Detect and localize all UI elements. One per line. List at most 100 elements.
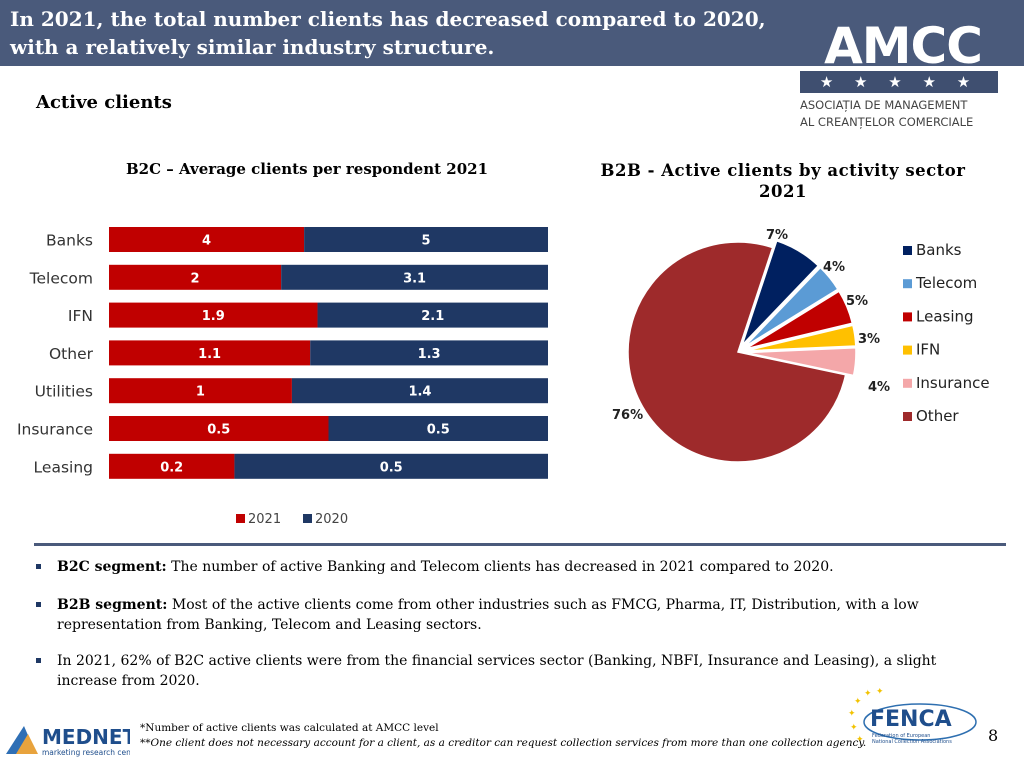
data-label-2020: 3.1 xyxy=(403,271,426,286)
bar-2020 xyxy=(291,378,548,404)
data-label-2020: 2.1 xyxy=(421,309,444,324)
bullet-b2b-text: Most of the active clients come from oth… xyxy=(57,597,919,633)
bar-2021 xyxy=(109,416,329,441)
bar-2021 xyxy=(109,302,318,328)
category-label: Utilities xyxy=(35,383,93,401)
mednet-tagline: marketing research center xyxy=(42,748,130,757)
category-label: Other xyxy=(49,345,94,363)
category-label: IFN xyxy=(68,307,93,325)
legend-swatch-ifn xyxy=(903,345,912,355)
fenca-logo: ✦✦ ✦ ✦ ✦✦ FENCA Federation of European Na… xyxy=(848,688,977,745)
b2c-bar-chart: Banks 4 5 Telecom 2 3.1 IFN 1.9 2.1 Other 1.1 1.3 Ut… xyxy=(17,227,548,527)
b2b-chart-title: B2B - Active clients by activity sector … xyxy=(588,160,978,202)
amcc-subtitle: ASOCIAȚIA DE MANAGEMENT AL CREANȚELOR CO… xyxy=(800,97,1010,131)
footnote-1: *Number of active clients was calculated… xyxy=(140,722,439,734)
data-label-2021: 1.1 xyxy=(198,347,221,362)
bullet-b2c: B2C segment: The number of active Bankin… xyxy=(36,557,996,577)
b2b-chart-title-line1: B2B - Active clients by activity sector xyxy=(600,161,966,180)
pie-slice-leasing xyxy=(744,290,854,350)
svg-text:✦: ✦ xyxy=(854,697,862,707)
pie-label-leasing: 5% xyxy=(846,294,868,309)
bullet-marker xyxy=(36,602,41,607)
svg-text:✦: ✦ xyxy=(856,735,864,745)
bar-2021 xyxy=(109,227,305,252)
bullet-financial-text: In 2021, 62% of B2C active clients were … xyxy=(57,653,937,689)
bullet-b2b-label: B2B segment: xyxy=(57,597,168,613)
bar-2020 xyxy=(317,302,548,328)
legend-label-ifn: IFN xyxy=(916,341,940,359)
pie-label-other: 76% xyxy=(612,408,643,423)
bullet-b2b: B2B segment: Most of the active clients … xyxy=(36,595,996,635)
bullet-marker xyxy=(36,658,41,663)
mednet-mark-accent-icon xyxy=(16,734,38,754)
page-title: In 2021, the total number clients has de… xyxy=(10,7,766,59)
legend-swatch-insurance xyxy=(903,378,912,388)
bullet-b2c-text: The number of active Banking and Telecom… xyxy=(166,559,834,575)
fenca-sub1: Federation of European xyxy=(872,733,930,739)
pie-label-insurance: 4% xyxy=(868,380,890,395)
pie-label-telecom: 4% xyxy=(823,260,845,275)
legend-label-banks: Banks xyxy=(916,241,962,259)
mednet-name: MEDNET xyxy=(42,725,130,749)
data-label-2021: 1 xyxy=(196,385,205,400)
data-label-2020: 0.5 xyxy=(427,423,450,438)
bar-2020 xyxy=(281,264,548,290)
amcc-logo: AMCC xyxy=(824,17,983,75)
bar-2021 xyxy=(109,378,292,404)
bullet-marker xyxy=(36,564,41,569)
b2b-pie-chart: 7% 4% 5% 3% 4% 76% Banks Telecom Leasing IFN Insur… xyxy=(612,228,990,463)
data-label-2021: 1.9 xyxy=(202,309,225,324)
amcc-stars: ★ ★ ★ ★ ★ xyxy=(800,71,998,93)
bullet-financial: In 2021, 62% of B2C active clients were … xyxy=(36,651,996,691)
data-label-2020: 0.5 xyxy=(380,460,403,475)
page-number: 8 xyxy=(988,726,999,745)
bar-2020 xyxy=(310,340,548,366)
data-label-2021: 0.2 xyxy=(160,460,183,475)
data-label-2020: 5 xyxy=(422,234,431,249)
legend-swatch-leasing xyxy=(903,312,912,322)
pie-slice-banks xyxy=(741,239,820,346)
header-banner: In 2021, the total number clients has de… xyxy=(0,0,1024,66)
data-label-2021: 0.5 xyxy=(207,423,230,438)
section-title: Active clients xyxy=(36,92,172,113)
fenca-stars-icon: ✦✦ ✦ ✦ ✦✦ xyxy=(848,688,884,745)
legend-label-insurance: Insurance xyxy=(916,374,990,392)
pie-label-banks: 7% xyxy=(766,228,788,243)
svg-text:✦: ✦ xyxy=(850,723,858,733)
svg-text:✦: ✦ xyxy=(864,689,872,699)
amcc-subtitle-line2: AL CREANȚELOR COMERCIALE xyxy=(800,115,974,129)
svg-text:✦: ✦ xyxy=(876,688,884,697)
pie-slice-telecom xyxy=(743,266,839,348)
data-label-2021: 4 xyxy=(202,234,211,249)
legend-label-other: Other xyxy=(916,407,959,425)
b2c-chart-title: B2C – Average clients per respondent 202… xyxy=(126,160,489,178)
legend-label-telecom: Telecom xyxy=(915,274,977,292)
bar-2021 xyxy=(109,340,311,366)
bar-2020 xyxy=(304,227,548,252)
b2b-chart-title-line2: 2021 xyxy=(759,182,807,201)
legend-swatch-banks xyxy=(903,246,912,255)
pie-slice-insurance xyxy=(745,346,857,377)
data-label-2020: 1.3 xyxy=(418,347,441,362)
bullet-b2c-label: B2C segment: xyxy=(57,559,167,575)
legend-swatch-2020 xyxy=(303,514,312,523)
legend-label-2020: 2020 xyxy=(315,512,348,527)
legend-swatch-telecom xyxy=(903,279,912,289)
amcc-subtitle-line1: ASOCIAȚIA DE MANAGEMENT xyxy=(800,98,968,112)
pie-slice-ifn xyxy=(745,324,857,352)
legend-swatch-2021 xyxy=(236,514,245,523)
fenca-name: FENCA xyxy=(870,707,952,732)
pie-label-ifn: 3% xyxy=(858,332,880,347)
category-label: Telecom xyxy=(29,269,93,287)
bar-2020 xyxy=(328,416,548,441)
fenca-sub2: National Collection Associations xyxy=(872,739,952,745)
legend-label-2021: 2021 xyxy=(248,512,281,527)
legend-swatch-other xyxy=(903,412,912,421)
bar-2020 xyxy=(234,453,548,479)
fenca-swoosh-icon xyxy=(863,703,977,741)
bar-2021 xyxy=(109,453,235,479)
section-divider xyxy=(34,543,1006,546)
svg-text:✦: ✦ xyxy=(848,709,856,719)
bar-2021 xyxy=(109,264,282,290)
category-label: Leasing xyxy=(34,458,93,476)
